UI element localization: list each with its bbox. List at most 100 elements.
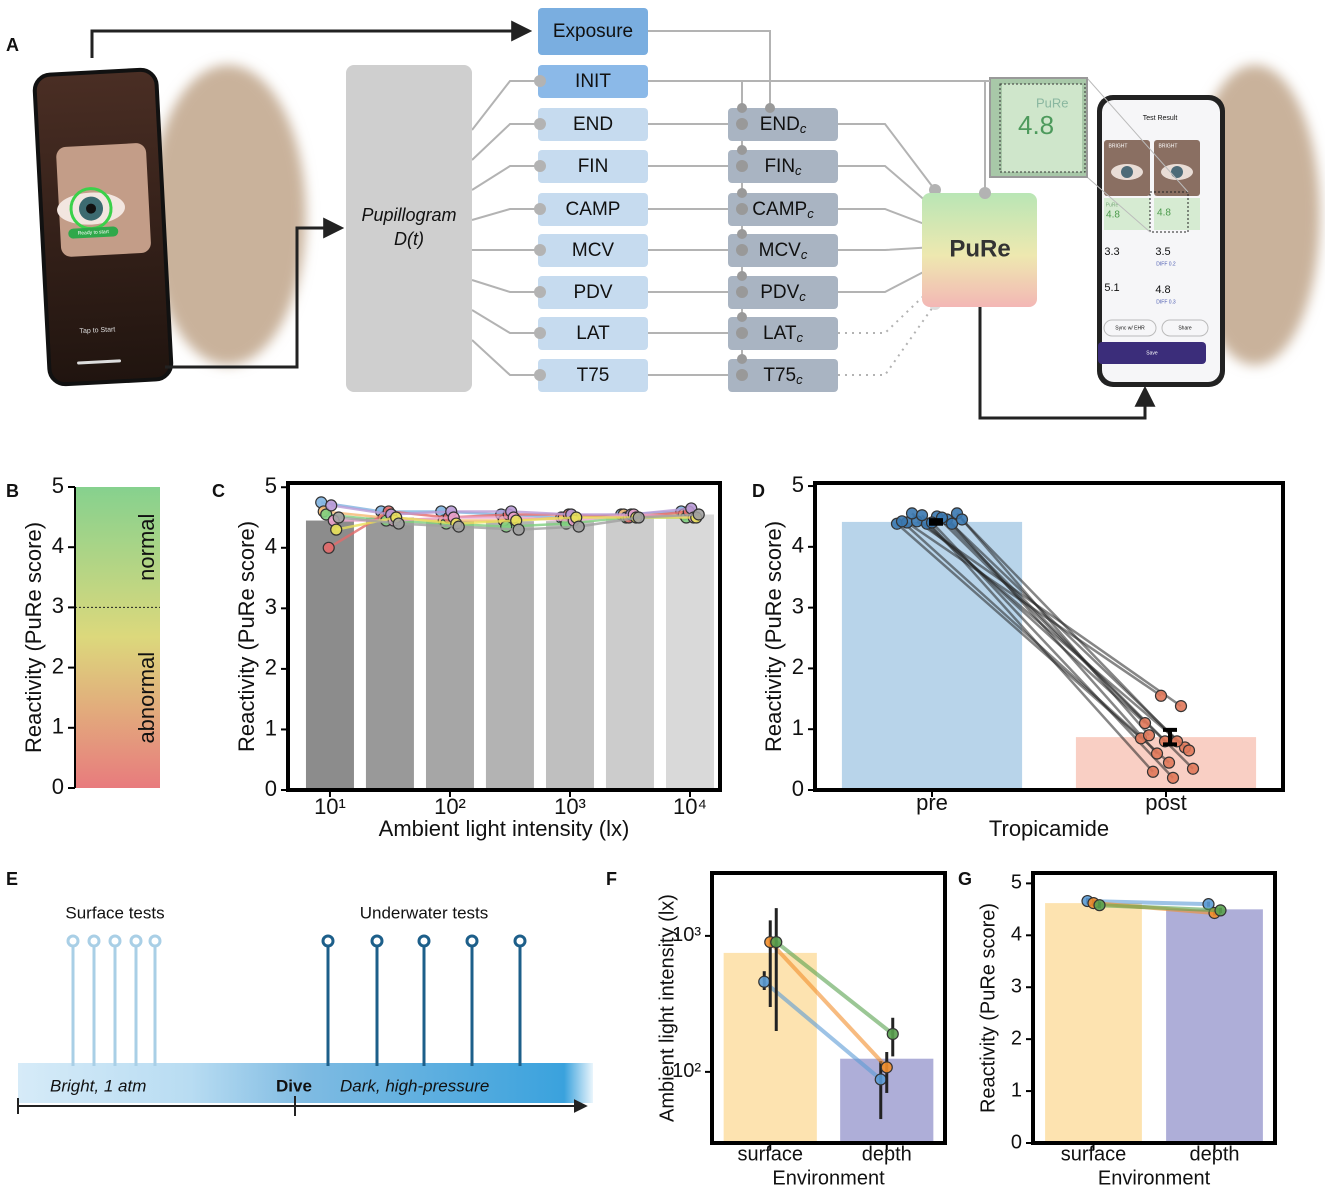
y-tick-label: 3 — [265, 594, 277, 619]
axes-frame — [1031, 871, 1277, 1145]
port — [736, 327, 748, 339]
axes-frame — [813, 481, 1285, 792]
corrected-name: LAT — [763, 323, 797, 344]
y-tick-label: 10² — [672, 1060, 701, 1082]
exposure-label: Exposure — [553, 21, 633, 42]
post-point — [1150, 747, 1164, 760]
pre-point — [945, 517, 959, 530]
bar — [545, 521, 594, 790]
y-tick-label: 3 — [792, 593, 804, 618]
bar — [305, 520, 354, 790]
axes-frame — [710, 871, 947, 1145]
zoom-inset: PuRe 4.8 — [989, 77, 1189, 233]
port — [736, 203, 748, 215]
left-phone: Ready to start Tap to Start — [32, 67, 174, 387]
pair-line — [911, 512, 1190, 752]
y-tick-label: 1 — [1011, 1079, 1022, 1101]
feature-box — [538, 193, 648, 226]
y-tick-label: 2 — [792, 654, 804, 679]
feature-box — [538, 150, 648, 183]
port — [736, 369, 748, 381]
y-tick-label: 10³ — [672, 924, 701, 946]
corrected-box — [728, 317, 838, 350]
port — [979, 187, 991, 199]
port — [736, 286, 748, 298]
corrected-label: T75c — [763, 365, 803, 387]
pre-point — [955, 513, 969, 526]
connector — [838, 246, 936, 251]
post-point — [1138, 717, 1152, 730]
y-tick-label: 4 — [792, 533, 804, 558]
port — [737, 312, 747, 322]
pupillogram-label: D(t) — [394, 229, 424, 249]
annotation: abnormal — [134, 652, 159, 744]
feature-box — [538, 234, 648, 267]
subject-point — [758, 975, 771, 988]
post-point — [1182, 744, 1196, 757]
pupillogram-label: Pupillogram — [361, 205, 456, 225]
y-tick-label: 2 — [52, 653, 64, 678]
feature-label: PDV — [573, 282, 612, 303]
panel-label: F — [606, 869, 617, 889]
y-tick-label: 0 — [1011, 1131, 1022, 1153]
y-axis-label: Reactivity (PuRe score) — [761, 521, 786, 752]
x-tick-label: post — [1145, 790, 1187, 815]
subject-point — [392, 517, 405, 530]
pair-line — [951, 522, 1158, 755]
y-axis-label: Reactivity (PuRe score) — [977, 903, 999, 1113]
x-tick-label: 10¹ — [314, 794, 346, 819]
label: Surface tests — [65, 903, 164, 922]
corrected-name: END — [760, 114, 800, 135]
corrected-box — [728, 359, 838, 392]
bar — [425, 521, 474, 790]
x-tick-label: surface — [737, 1143, 803, 1165]
phone-title: Test Result — [1143, 115, 1178, 122]
pair-line — [956, 512, 1150, 737]
connector — [471, 309, 540, 334]
phase: Dark, high-pressure — [340, 1076, 489, 1095]
x-tick-label: 10² — [434, 794, 466, 819]
pupillogram-box — [346, 65, 472, 392]
x-tick-label: pre — [916, 790, 948, 815]
score-label: PuRe — [1106, 202, 1119, 208]
y-tick-label: 1 — [792, 715, 804, 740]
save-button: Save — [1146, 350, 1158, 356]
connector — [471, 339, 540, 376]
corrected-label: FINc — [764, 156, 802, 178]
arrow — [165, 217, 345, 369]
subject-point — [874, 1073, 887, 1086]
feature-box — [538, 317, 648, 350]
bar — [1045, 903, 1142, 1143]
x-axis-label: Tropicamide — [989, 816, 1109, 841]
subscript: c — [796, 330, 803, 345]
y-tick-label: 2 — [265, 655, 277, 680]
x-tick-label: depth — [1189, 1143, 1239, 1165]
metric: 5.1 — [1104, 282, 1119, 294]
y-tick-label: 3 — [52, 593, 64, 618]
subject-point — [330, 523, 343, 536]
y-tick-label: 3 — [1011, 976, 1022, 998]
post-point — [1186, 762, 1200, 775]
subscript: c — [796, 372, 803, 387]
y-tick-label: 2 — [1011, 1027, 1022, 1049]
port — [534, 203, 546, 215]
subject-point — [572, 520, 585, 533]
error-bar — [929, 518, 943, 526]
right-phone: Test Result BRIGHT BRIGHT PuRe 4.8 4.8 3… — [1097, 95, 1225, 387]
y-tick-label: 5 — [52, 473, 64, 498]
post-point — [1174, 700, 1188, 713]
corrected-box — [728, 108, 838, 141]
port — [737, 145, 747, 155]
post-point — [1142, 729, 1156, 742]
x-tick-label: depth — [862, 1143, 912, 1165]
corrected-name: T75 — [763, 365, 796, 386]
subscript: c — [799, 289, 806, 304]
connector — [471, 208, 540, 221]
corrected-box — [728, 193, 838, 226]
annotation: normal — [134, 514, 159, 581]
subscript: c — [807, 206, 814, 221]
subject-point — [325, 499, 338, 512]
subscript: c — [795, 163, 802, 178]
timeline: E Surface tests Underwater tests Bright,… — [6, 869, 593, 1116]
port — [534, 286, 546, 298]
